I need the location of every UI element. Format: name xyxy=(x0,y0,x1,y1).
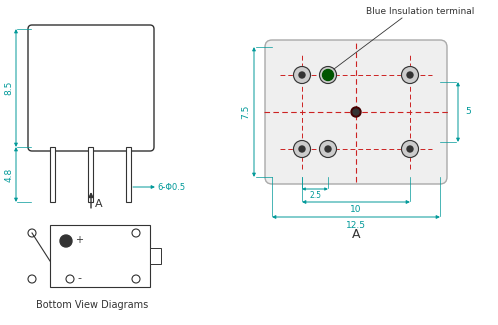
Text: 4.8: 4.8 xyxy=(4,167,13,182)
Bar xyxy=(126,147,131,202)
Text: -: - xyxy=(77,273,81,283)
Circle shape xyxy=(351,107,361,117)
Circle shape xyxy=(323,70,334,81)
Bar xyxy=(50,147,55,202)
Circle shape xyxy=(293,67,310,84)
Text: +: + xyxy=(75,235,83,245)
Text: 12.5: 12.5 xyxy=(346,220,366,229)
FancyBboxPatch shape xyxy=(265,40,447,184)
Circle shape xyxy=(320,140,337,158)
Circle shape xyxy=(353,109,359,115)
Text: 6-Φ0.5: 6-Φ0.5 xyxy=(157,183,185,191)
FancyBboxPatch shape xyxy=(28,25,154,151)
Circle shape xyxy=(407,72,413,78)
Circle shape xyxy=(325,146,331,152)
Circle shape xyxy=(407,146,413,152)
Text: 5: 5 xyxy=(465,108,471,116)
Text: Blue Insulation terminal: Blue Insulation terminal xyxy=(366,7,474,17)
Text: A: A xyxy=(352,228,360,241)
Circle shape xyxy=(60,235,72,247)
Circle shape xyxy=(299,146,305,152)
Circle shape xyxy=(401,67,418,84)
Circle shape xyxy=(293,140,310,158)
Bar xyxy=(150,248,161,264)
Circle shape xyxy=(299,72,305,78)
Bar xyxy=(50,225,150,287)
Text: 10: 10 xyxy=(350,205,362,214)
Text: 8.5: 8.5 xyxy=(4,81,13,95)
Circle shape xyxy=(320,67,337,84)
Bar xyxy=(88,147,93,202)
Circle shape xyxy=(401,140,418,158)
Text: Bottom View Diagrams: Bottom View Diagrams xyxy=(36,300,148,310)
Text: 2.5: 2.5 xyxy=(309,191,321,201)
Text: A: A xyxy=(95,199,103,209)
Text: 7.5: 7.5 xyxy=(242,105,250,119)
